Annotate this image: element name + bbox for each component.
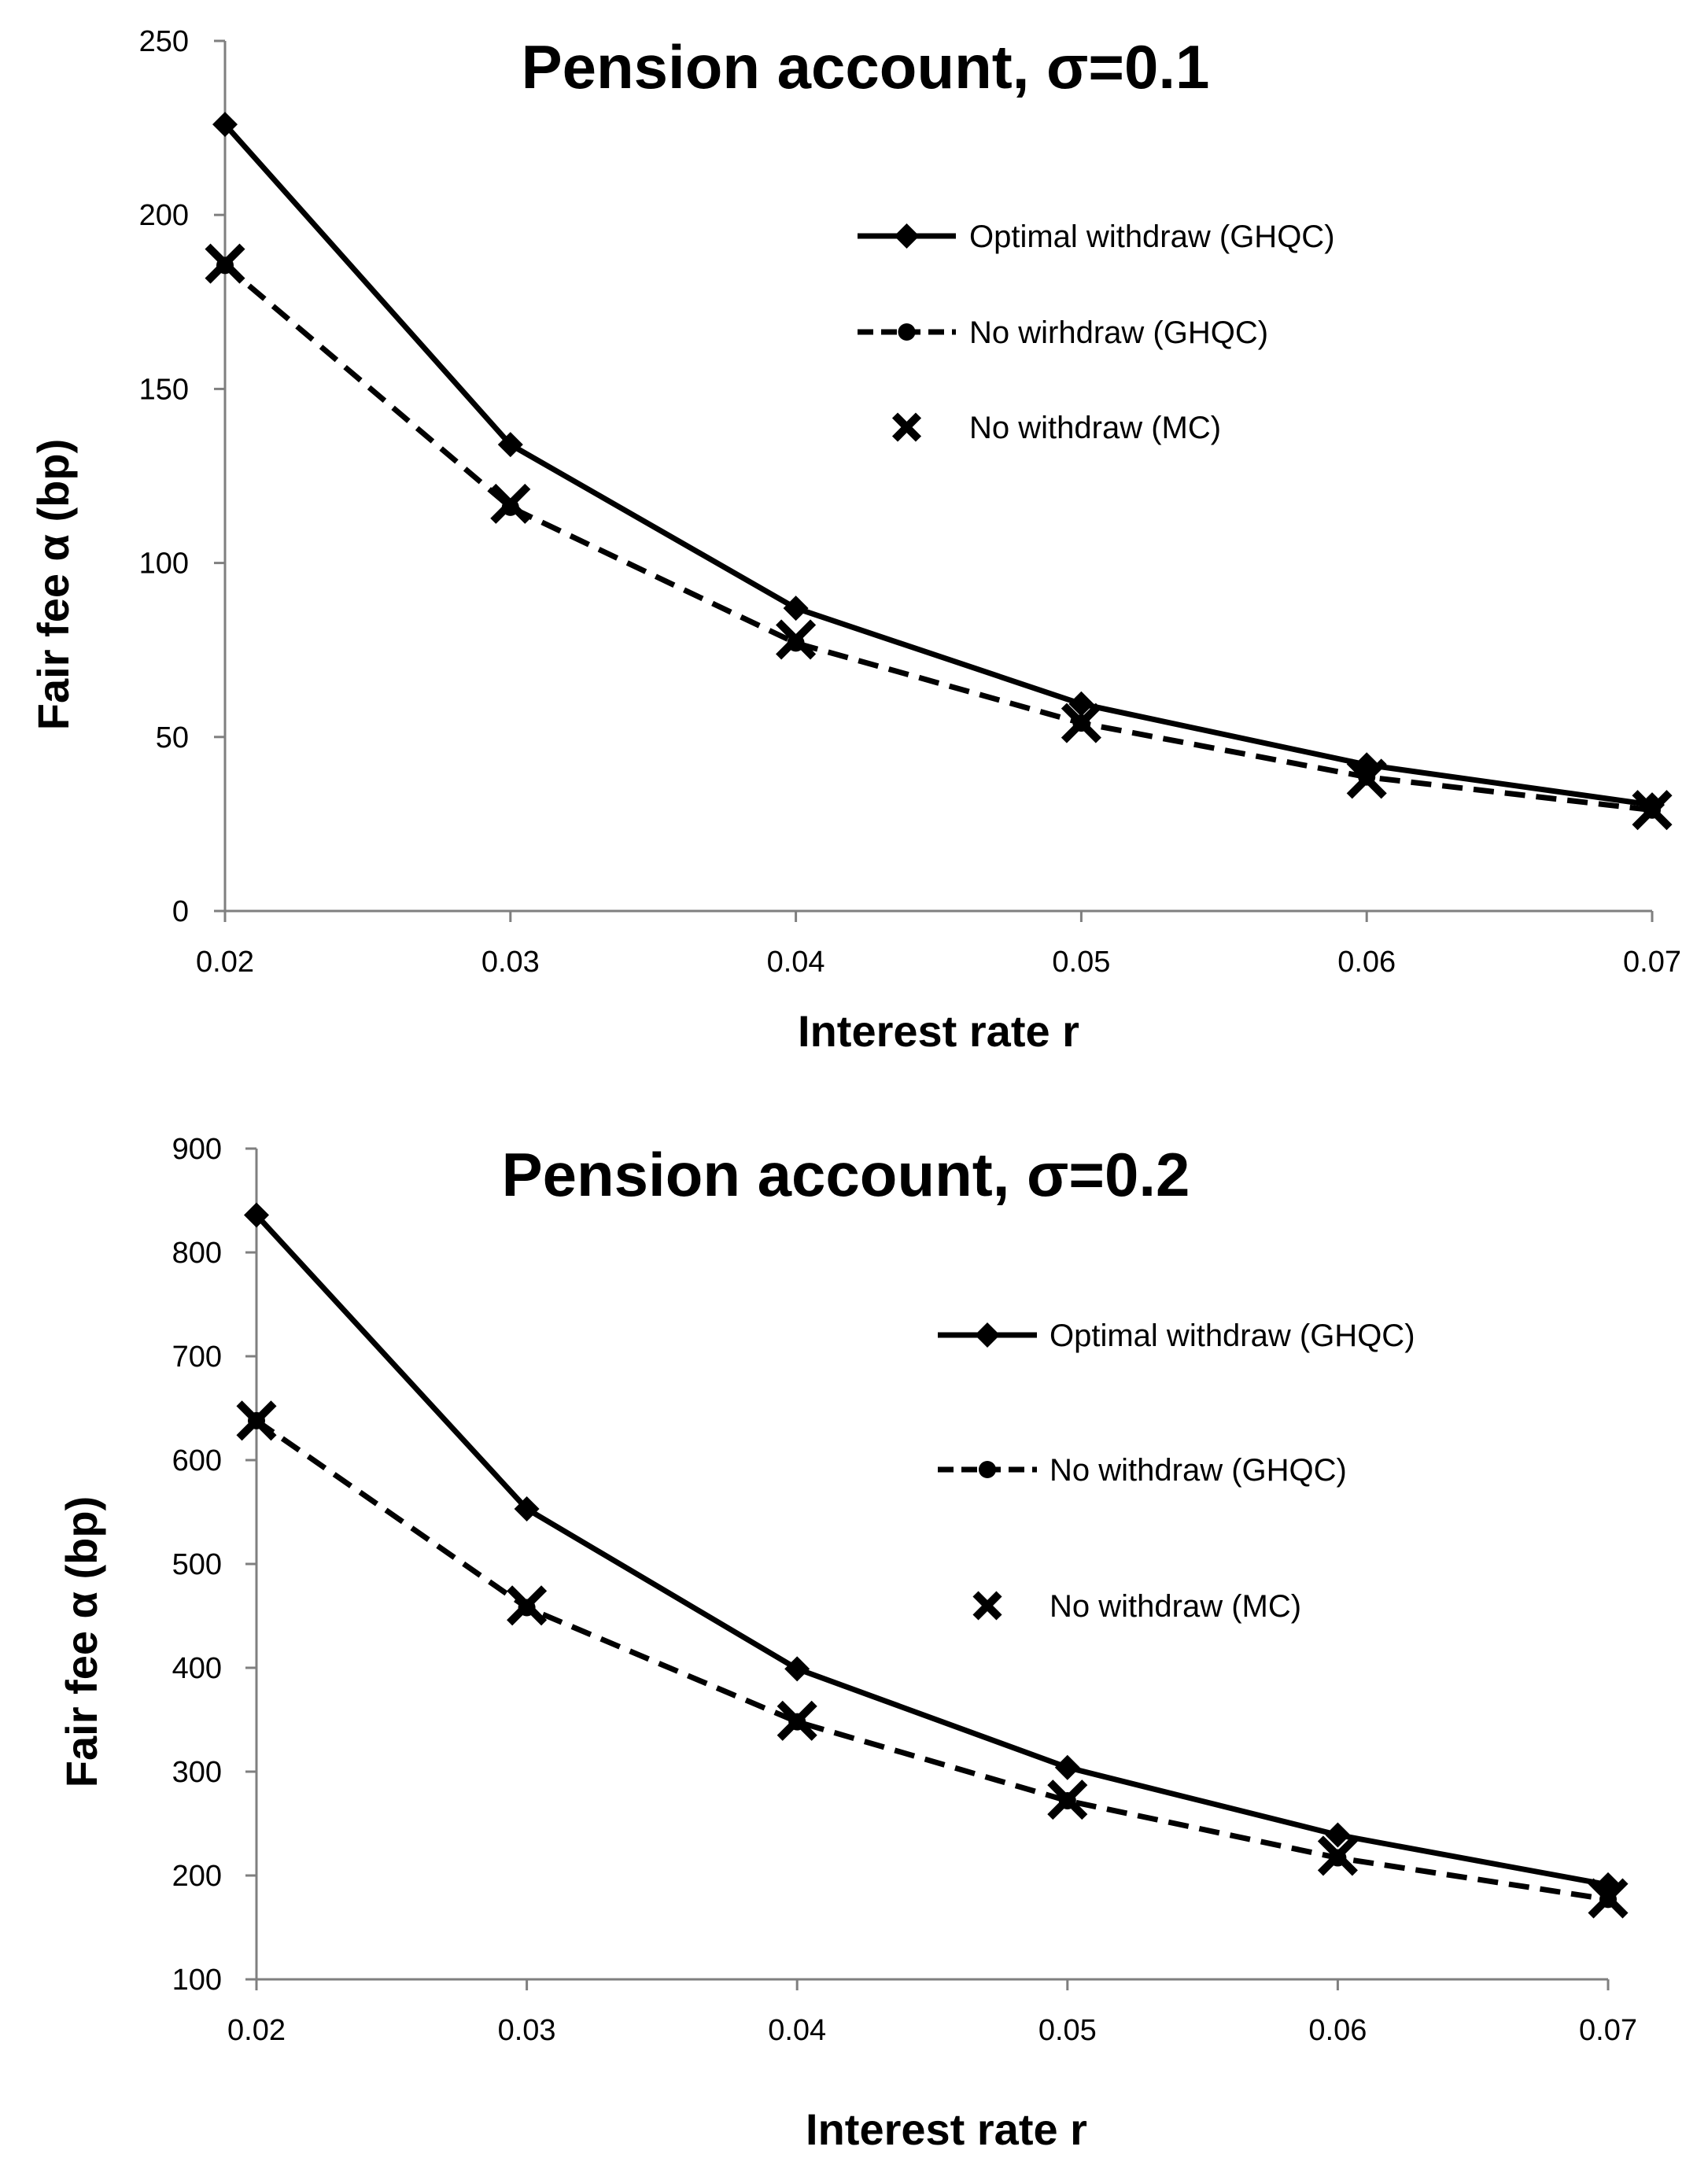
legend-marker-x [891, 412, 922, 442]
x-tick-label: 0.04 [767, 946, 825, 979]
y-tick-label: 200 [172, 1860, 222, 1893]
y-axis: 0 50 100 150 200 250 [139, 25, 227, 928]
x-tick-label: 0.04 [768, 2014, 826, 2047]
chart-title: Pension account, σ=0.2 [502, 1140, 1190, 1209]
data-point-x [507, 1585, 548, 1626]
legend-label: No wirhdraw (GHQC) [969, 315, 1268, 350]
data-point-x [205, 243, 245, 284]
data-point-x [1346, 758, 1387, 799]
x-tick-label: 0.03 [481, 946, 540, 979]
data-point-x [1061, 703, 1101, 743]
data-point-diamond [784, 1656, 810, 1682]
y-tick-label: 250 [139, 25, 189, 58]
y-tick-label: 300 [172, 1756, 222, 1789]
x-tick-label: 0.02 [196, 946, 254, 979]
chart-top: Pension account, σ=0.1 0 50 100 150 200 250 0… [28, 25, 1681, 1056]
x-axis: 0.02 0.03 0.04 0.05 0.06 0.07 [196, 909, 1681, 979]
y-axis-label: Fair fee α (bp) [28, 439, 78, 730]
chart-bottom: Pension account, σ=0.2 100 200 300 400 500 60… [57, 1133, 1637, 2154]
x-tick-label: 0.06 [1308, 2014, 1367, 2047]
data-point-diamond [497, 432, 523, 458]
plot-series [236, 1202, 1629, 1919]
y-tick-label: 400 [172, 1652, 222, 1685]
y-tick-label: 700 [172, 1341, 222, 1374]
data-point-diamond [783, 596, 809, 621]
y-tick-label: 800 [172, 1237, 222, 1270]
data-point-x [776, 619, 817, 660]
x-tick-label: 0.02 [227, 2014, 286, 2047]
data-point-x [1047, 1780, 1088, 1820]
data-point-diamond [1325, 1822, 1351, 1848]
data-point-diamond [1054, 1754, 1080, 1780]
legend-marker-x [972, 1591, 1002, 1621]
data-point-x [1632, 790, 1673, 831]
chart-title: Pension account, σ=0.1 [522, 32, 1210, 101]
legend-marker-circle [898, 323, 916, 341]
x-axis: 0.02 0.03 0.04 0.05 0.06 0.07 [227, 1978, 1637, 2047]
legend-marker-circle [979, 1461, 996, 1478]
x-tick-label: 0.05 [1038, 2014, 1097, 2047]
data-point-diamond [244, 1202, 269, 1228]
series-line-no-withdraw-ghqc [255, 1418, 1609, 1902]
y-tick-label: 200 [139, 199, 189, 232]
y-tick-label: 500 [172, 1548, 222, 1581]
y-tick-label: 100 [139, 548, 189, 581]
legend-label: No withdraw (MC) [1050, 1589, 1301, 1624]
y-tick-label: 50 [156, 721, 189, 754]
legend-label: No withdraw (GHQC) [1050, 1453, 1347, 1488]
data-point-x [490, 483, 531, 524]
x-tick-label: 0.07 [1623, 946, 1681, 979]
y-tick-label: 150 [139, 373, 189, 406]
data-point-x [777, 1700, 817, 1741]
legend: Optimal withdraw (GHQC) No withdraw (GHQC… [938, 1319, 1415, 1624]
legend: Optimal withdraw (GHQC) No wirhdraw (GHQC… [858, 219, 1335, 445]
x-axis-label: Interest rate r [798, 1006, 1079, 1056]
legend-marker-diamond [894, 223, 920, 249]
series-line-optimal-withdraw [254, 1213, 1609, 1888]
legend-marker-diamond [975, 1322, 1000, 1348]
data-point-x [1317, 1835, 1358, 1876]
y-axis-label: Fair fee α (bp) [57, 1496, 106, 1787]
x-tick-label: 0.06 [1337, 946, 1396, 979]
y-tick-label: 600 [172, 1444, 222, 1477]
data-point-diamond [212, 112, 238, 138]
x-tick-label: 0.07 [1579, 2014, 1637, 2047]
x-axis-label: Interest rate r [806, 2104, 1087, 2154]
series-line-optimal-withdraw [223, 122, 1653, 808]
legend-label: Optimal withdraw (GHQC) [969, 219, 1335, 254]
x-tick-label: 0.05 [1052, 946, 1110, 979]
data-point-diamond [1068, 691, 1094, 717]
data-point-x [1588, 1878, 1629, 1919]
x-tick-label: 0.03 [498, 2014, 556, 2047]
y-tick-label: 900 [172, 1133, 222, 1166]
legend-label: Optimal withdraw (GHQC) [1050, 1319, 1415, 1353]
data-point-x [236, 1400, 277, 1441]
y-tick-label: 100 [172, 1964, 222, 1997]
series-line-no-withdraw-ghqc [223, 263, 1653, 813]
y-axis: 100 200 300 400 500 600 700 800 900 [172, 1133, 258, 1997]
legend-label: No withdraw (MC) [969, 411, 1221, 445]
plot-series [205, 112, 1673, 831]
data-point-diamond [514, 1496, 540, 1522]
y-tick-label: 0 [172, 895, 189, 928]
